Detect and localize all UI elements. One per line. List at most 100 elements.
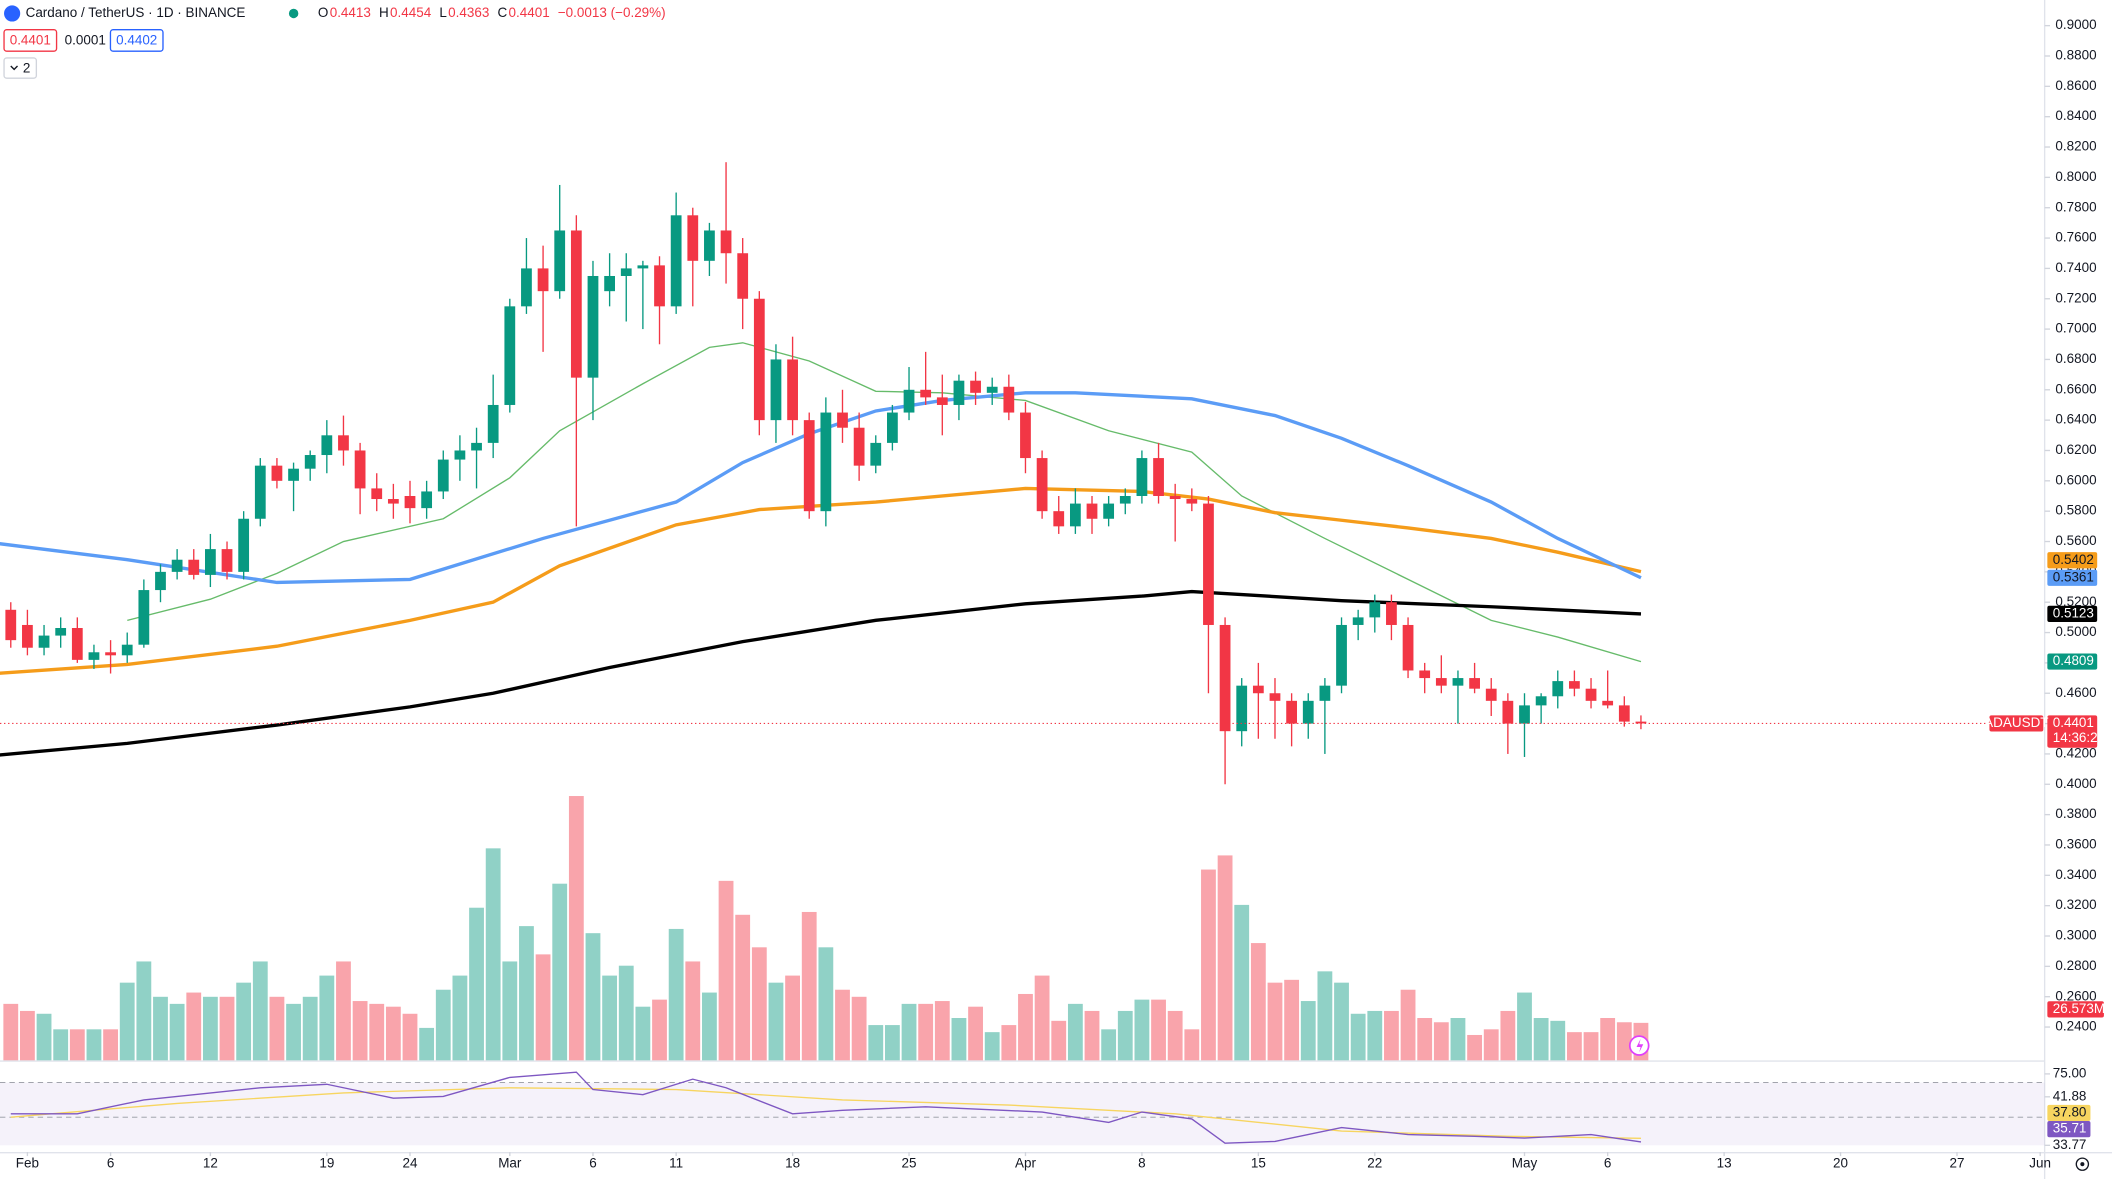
x-tick-label: 6 [589,1156,596,1171]
y-tick-label: 0.5200 [2055,594,2096,609]
rsi-band-fill [0,1082,2045,1146]
ask[interactable]: 0.4402 [116,33,157,48]
candle-body [1402,624,1414,671]
y-tick-label: 0.7600 [2055,230,2096,245]
volume-bar [1034,975,1050,1061]
gear-center [2080,1162,2085,1167]
y-tick-label: 0.8800 [2055,48,2096,63]
spread: 0.0001 [65,33,106,48]
volume-bar [86,1029,102,1061]
candle-body [803,420,815,512]
volume-bar [751,947,767,1061]
volume-bar [369,1003,385,1061]
rsi-tick-label: 75.00 [2053,1065,2087,1080]
candle-body [387,499,399,504]
candle-body [687,215,699,261]
volume-bar [186,992,202,1061]
volume-bar [103,1029,118,1061]
candle-body [1103,503,1115,519]
candle-body [55,628,67,636]
symbol-title[interactable]: Cardano / TetherUS · 1D · BINANCE [26,5,246,20]
x-tick-label: 6 [1604,1156,1611,1171]
volume-bar [1566,1032,1582,1061]
volume-bar [1417,1018,1433,1061]
change: −0.0013 (−0.29%) [558,5,666,20]
ohlc-value: 0.4363 [448,5,489,20]
volume-bar [36,1013,52,1061]
candle-body [1618,705,1630,722]
x-tick-label: 24 [403,1156,418,1171]
x-tick-label: 20 [1833,1156,1848,1171]
symbol-icon [4,5,21,22]
candle-body [71,628,83,660]
y-tick-label: 0.3200 [2055,897,2096,912]
candle-body [853,427,865,466]
volume-bar [119,982,135,1061]
candle-body [271,465,283,481]
volume-bar [918,1003,934,1061]
volume-bar [385,1006,401,1061]
candle-body [986,386,998,393]
price-tag [2047,605,2098,622]
candle-body [1302,700,1314,724]
candle-body [155,571,166,591]
gear-icon [2075,1157,2090,1171]
volume-bar [1517,992,1532,1061]
volume-bar [801,911,817,1061]
volume-bar [1234,904,1250,1061]
price-tag-label: 0.5402 [2053,552,2094,567]
bid[interactable]: 0.4401 [10,33,51,48]
moving-average [127,342,1642,663]
lightning-icon[interactable] [1628,1035,1650,1056]
volume-bar [153,996,168,1061]
candle-body [138,590,150,645]
volume-bar [1550,1020,1566,1061]
x-tick-label: 13 [1717,1156,1732,1171]
y-tick-label: 0.6400 [2055,412,2096,427]
market-status[interactable] [288,8,299,19]
settings-button[interactable] [2075,1157,2090,1171]
volume-bar [1167,1010,1183,1061]
volume-bar [901,1003,917,1061]
volume-bar [1467,1034,1483,1061]
volume-bar [984,1032,1000,1061]
candle-body [1153,458,1164,496]
x-tick-label: 8 [1138,1156,1145,1171]
candle-body [920,389,932,398]
volume-bar [1616,1022,1632,1061]
volume-bar [519,926,534,1061]
candle-body [604,275,616,292]
candle-body [288,468,299,481]
y-tick-label: 0.6200 [2055,442,2096,457]
volume-bar [1500,1010,1516,1061]
candle-body [1585,688,1597,701]
y-tick-label: 0.6600 [2055,381,2096,396]
volume-bar [1217,855,1233,1061]
volume-bar [402,1013,418,1061]
volume-bar [1018,993,1033,1061]
price-tag [2047,569,2098,586]
volume-bar [419,1027,435,1061]
y-tick-label: 0.5800 [2055,503,2096,518]
candle-body [1219,624,1231,732]
y-tick-label: 0.8600 [2055,78,2096,93]
candle-body [437,459,449,492]
volume-bar [1300,1001,1316,1061]
candle-body [570,230,582,378]
candle-body [720,230,732,254]
volume-bar [286,1003,301,1061]
buy-box[interactable] [109,28,164,52]
volume-bar [469,907,484,1061]
countdown: 14:36:23 [2053,730,2105,745]
candle-body [454,450,466,460]
y-tick-label: 0.6800 [2055,351,2096,366]
indicators-toggle[interactable] [3,57,38,79]
sell-box[interactable] [3,28,58,52]
volume-bar [535,954,551,1061]
volume-bar [1067,1003,1083,1061]
candle-body [587,275,599,378]
volume-bar [702,992,717,1061]
volume-bar [1051,1020,1067,1061]
price-tag [2047,715,2098,748]
